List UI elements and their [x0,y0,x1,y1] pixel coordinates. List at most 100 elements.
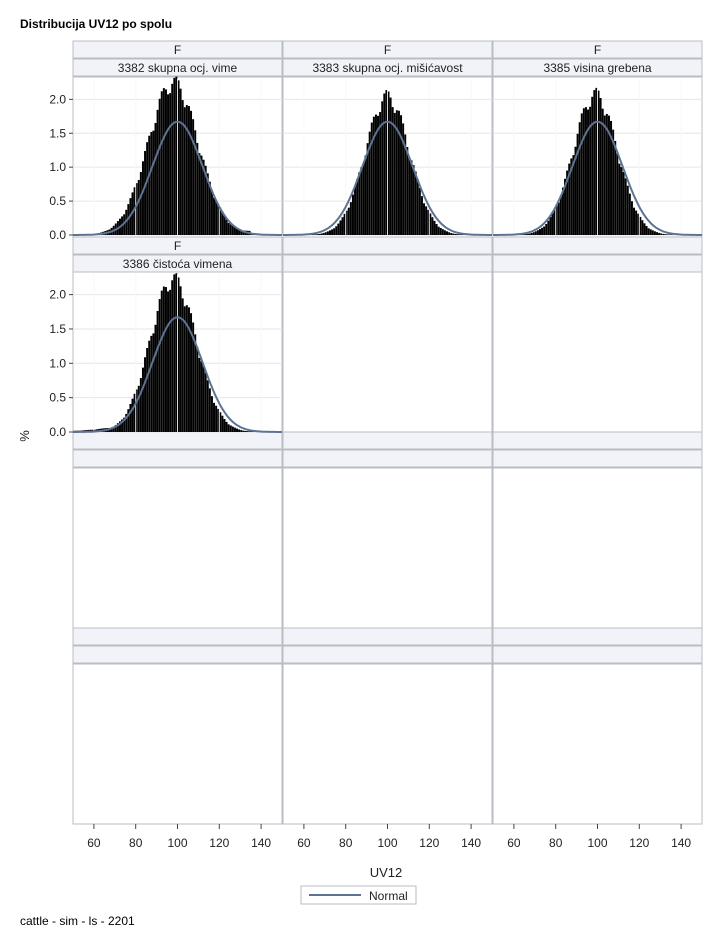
x-tick-label: 100 [587,836,607,850]
histogram-bar [173,77,176,236]
panel-header-label: F [384,43,391,57]
histogram-bar [614,140,617,235]
histogram-bar [204,372,207,432]
normal-curve [283,120,492,236]
histogram-bar [223,418,226,432]
histogram-bar [183,107,186,235]
histogram-bar [148,340,151,432]
histogram-bar [215,405,218,432]
histogram-bar [402,123,405,235]
histogram-bar [242,230,245,235]
histogram-bar [156,310,159,432]
histogram-bar [454,233,457,235]
legend-normal-label: Normal [369,889,408,903]
histogram-bar [555,205,558,235]
histogram-bar [324,232,327,235]
histogram-bar [244,430,247,432]
histogram-bar [391,107,394,235]
histogram-bar [185,105,188,235]
histogram-bar [450,233,453,235]
histogram-bar [601,108,604,235]
histogram-bar [177,80,180,235]
panel-header-band [282,627,493,646]
histogram-bar [561,187,564,235]
histogram-bar [624,178,627,235]
histogram-bar [364,155,367,235]
histogram-bar [637,213,640,235]
histogram-bar [238,429,241,432]
histogram-bar [379,112,382,235]
histogram-bar [605,113,608,235]
panel-subheader-label: 3382 skupna ocj. vime [118,61,238,75]
histogram-bar [618,163,621,235]
panel-cell [282,271,493,433]
histogram-bar [135,183,138,235]
histogram-bar [148,135,151,235]
histogram-bar [177,277,180,432]
histogram-bar [547,220,550,235]
histogram-bar [666,234,669,235]
histogram-bar [603,115,606,235]
histogram-bar [568,163,571,235]
histogram-bar [206,380,209,432]
panel-header-label: F [174,43,181,57]
histogram-bar [610,120,613,235]
panel-cell [492,271,703,433]
histogram-bar [431,217,434,235]
histogram-bar [366,143,369,235]
histogram-bar [179,286,182,432]
histogram-bar [133,187,136,235]
histogram-bar [593,90,596,235]
histogram-bar [240,430,243,432]
histogram-bar [597,90,600,236]
panel-subheader-band [282,449,493,468]
histogram-bar [397,110,400,235]
y-tick-label: 1.0 [49,356,66,370]
histogram-bar [154,122,157,235]
histogram-bar [356,179,359,235]
histogram-bar [198,153,201,235]
panel-subheader-band [72,449,283,468]
histogram-bar [110,427,113,432]
histogram-bar [223,215,226,235]
histogram-bar [335,226,338,235]
histogram-bar [231,225,234,235]
histogram-bar [633,207,636,235]
histogram-bar [543,226,546,235]
histogram-bar [427,209,430,235]
histogram-bar [628,193,631,235]
histogram-bar [589,106,592,235]
histogram-bar [137,179,140,235]
histogram-bar [664,234,667,235]
histogram-bar [152,130,155,235]
histogram-bar [318,233,321,235]
histogram-bar [412,165,415,235]
histogram-bar [458,234,461,235]
histogram-bar [152,333,155,432]
histogram-bar [146,348,149,432]
histogram-bar [420,196,423,235]
histogram-bar [190,313,193,432]
x-tick-label: 80 [129,836,143,850]
panel-frames [72,40,703,825]
histogram-bar [448,232,451,235]
histogram-bar [433,220,436,235]
histogram-bar [167,291,170,432]
histogram-bar [185,305,188,432]
histogram-bar [238,229,241,235]
histogram-bar [425,206,428,235]
histogram-bar [553,209,556,235]
histogram-bar [190,110,193,235]
panel-header-band [72,431,283,450]
histogram-bar [181,298,184,432]
x-tick-label: 80 [339,836,353,850]
panel-subheader-band [492,645,703,664]
panel-subheader-label: 3386 čistoća vimena [123,257,233,271]
histogram-bar [210,396,213,432]
histogram-bar [443,230,446,235]
histogram-bar [208,181,211,235]
histogram-bar [194,130,197,235]
panel-header-band [492,627,703,646]
panel-cell [282,663,493,825]
histogram-bar [530,233,533,235]
